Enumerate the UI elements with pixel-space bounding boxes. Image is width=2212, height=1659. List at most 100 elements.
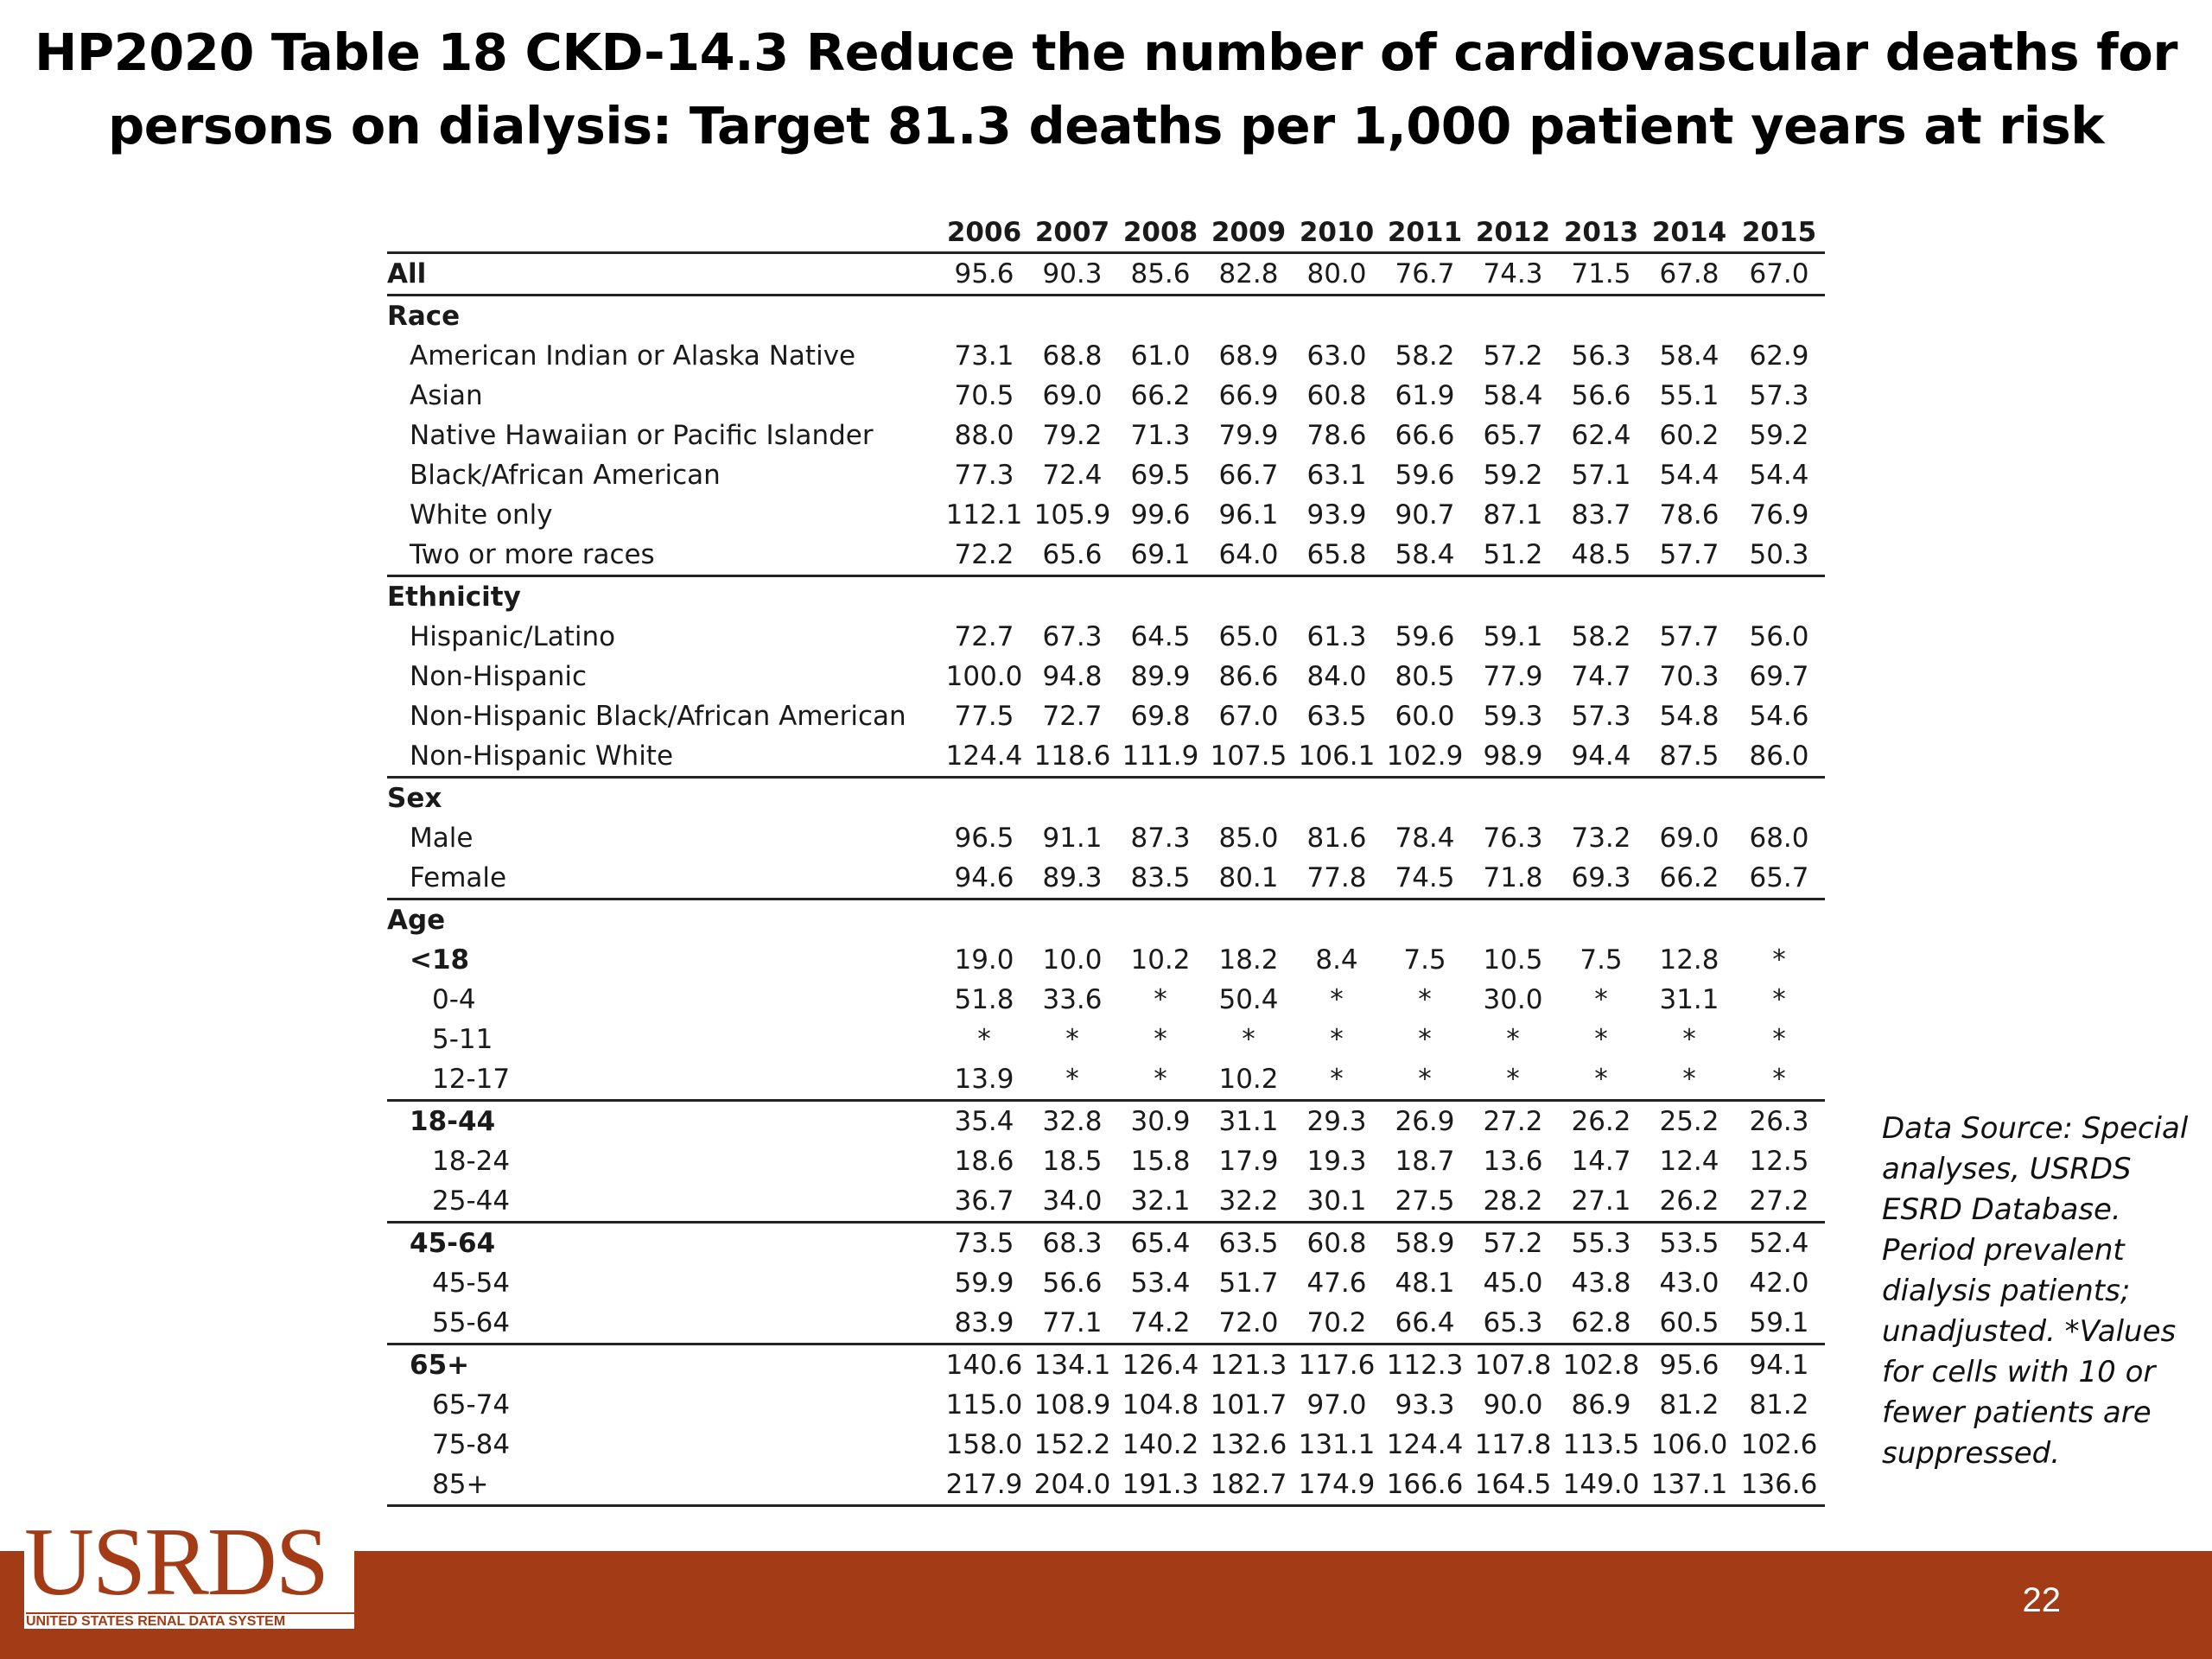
value-cell: 55.1 [1659,380,1719,411]
value-cell: * [1772,944,1786,976]
value-cell: 18.2 [1218,944,1279,976]
value-cell: 64.0 [1205,535,1293,577]
value-cell: 7.5 [1403,944,1446,976]
row-label: Race [387,301,461,332]
value-cell: 117.8 [1474,1429,1552,1460]
value-cell: 140.2 [1122,1429,1199,1460]
value-cell: 68.0 [1749,823,1809,854]
value-cell [1733,778,1825,819]
value-cell: 217.9 [940,1465,1028,1507]
value-cell: 132.6 [1210,1429,1287,1460]
value-cell: 121.3 [1210,1350,1287,1381]
value-cell: 99.6 [1130,499,1191,531]
data-source-note: Data Source: Special analyses, USRDS ESR… [1882,1111,2189,1471]
row-label: Asian [410,380,483,411]
row-label: 65-74 [432,1389,511,1421]
year-header: 2008 [1122,217,1198,248]
value-cell: 57.2 [1483,1228,1543,1259]
section-header-row: Race [387,296,1825,337]
year-header: 2006 [946,217,1022,248]
value-cell: 31.1 [1659,984,1719,1015]
table-row: 5-11 * * * * * * * * * * [387,1020,1825,1059]
row-label: 75-84 [432,1429,511,1460]
value-cell: 80.5 [1395,661,1455,692]
value-cell: 106.1 [1293,736,1381,779]
section-header-row: Ethnicity [387,576,1825,618]
value-cell: 65.3 [1469,1303,1557,1345]
row-label: Non-Hispanic White [387,736,940,779]
value-cell [1205,296,1293,337]
value-cell [1205,778,1293,819]
value-cell: 158.0 [945,1429,1023,1460]
value-cell: 72.2 [940,535,1028,577]
value-cell: 182.7 [1205,1465,1293,1507]
table-row: <18 19.0 10.0 10.2 18.2 8.4 7.5 10.5 7.5 12.8 * [387,940,1825,980]
value-cell: 61.0 [1130,340,1191,372]
value-cell: 52.4 [1749,1228,1809,1259]
value-cell: 85.0 [1218,823,1279,854]
value-cell: 42.0 [1749,1268,1809,1299]
value-cell: 113.5 [1562,1429,1640,1460]
value-cell: 27.5 [1381,1181,1469,1224]
value-cell: 59.1 [1483,621,1543,652]
value-cell: 57.3 [1571,701,1631,732]
value-cell: * [1242,1024,1255,1055]
value-cell: 66.9 [1218,380,1279,411]
value-cell: 19.0 [954,944,1014,976]
value-cell: 70.5 [954,380,1014,411]
header-label-cell [387,205,940,253]
table-body: All 95.6 90.3 85.6 82.8 80.0 76.7 74.3 71.5 67.8 6… [387,252,1825,1507]
value-cell: 164.5 [1469,1465,1557,1507]
table-row: 85+ 217.9 204.0 191.3 182.7 174.9 166.6 164.5 14… [387,1465,1825,1507]
value-cell: 34.0 [1028,1181,1116,1224]
value-cell: 30.1 [1293,1181,1381,1224]
value-cell: * [1028,1059,1116,1102]
value-cell: 72.0 [1205,1303,1293,1345]
value-cell [1381,778,1469,819]
value-cell: 36.7 [940,1181,1028,1224]
value-cell: 107.8 [1474,1350,1552,1381]
value-cell: 65.7 [1483,420,1543,451]
value-cell: 43.8 [1571,1268,1631,1299]
value-cell [1116,296,1205,337]
row-label: Two or more races [387,535,940,577]
value-cell: 61.3 [1306,621,1367,652]
value-cell: 102.8 [1562,1350,1640,1381]
value-cell: 57.3 [1749,380,1809,411]
value-cell [1733,576,1825,618]
row-label: 65+ [410,1350,470,1381]
value-cell: * [1506,1024,1520,1055]
value-cell: 124.4 [940,736,1028,779]
value-cell: 63.0 [1306,340,1367,372]
value-cell: * [1594,984,1608,1015]
value-cell: * [1065,1024,1079,1055]
value-cell: 59.3 [1483,701,1543,732]
row-label: Female [387,858,940,900]
value-cell: 66.2 [1645,858,1733,900]
value-cell: * [1682,1024,1696,1055]
row-label: 55-64 [387,1303,940,1345]
value-cell: 48.5 [1557,535,1645,577]
value-cell [1293,899,1381,941]
value-cell: 56.6 [1042,1268,1103,1299]
value-cell: 54.6 [1749,701,1809,732]
value-cell: * [1418,984,1432,1015]
year-header: 2015 [1741,217,1817,248]
value-cell: 118.6 [1028,736,1116,779]
value-cell: 131.1 [1298,1429,1376,1460]
value-cell: 58.4 [1381,535,1469,577]
table-row: Black/African American 77.3 72.4 69.5 66.7 63… [387,455,1825,495]
value-cell: * [1645,1059,1733,1102]
value-cell: 68.3 [1042,1228,1103,1259]
value-cell: 79.9 [1218,420,1279,451]
value-cell: 13.9 [940,1059,1028,1102]
value-cell [1205,899,1293,941]
value-cell: 69.1 [1116,535,1205,577]
value-cell: 58.4 [1483,380,1543,411]
value-cell [1645,778,1733,819]
value-cell: 94.8 [1042,661,1103,692]
value-cell: 10.2 [1130,944,1191,976]
value-cell: 26.3 [1749,1106,1809,1137]
table-row: Asian 70.5 69.0 66.2 66.9 60.8 61.9 58.4 56.6 55.… [387,376,1825,416]
table-row: Non-Hispanic Black/African American 77.5 7… [387,696,1825,736]
